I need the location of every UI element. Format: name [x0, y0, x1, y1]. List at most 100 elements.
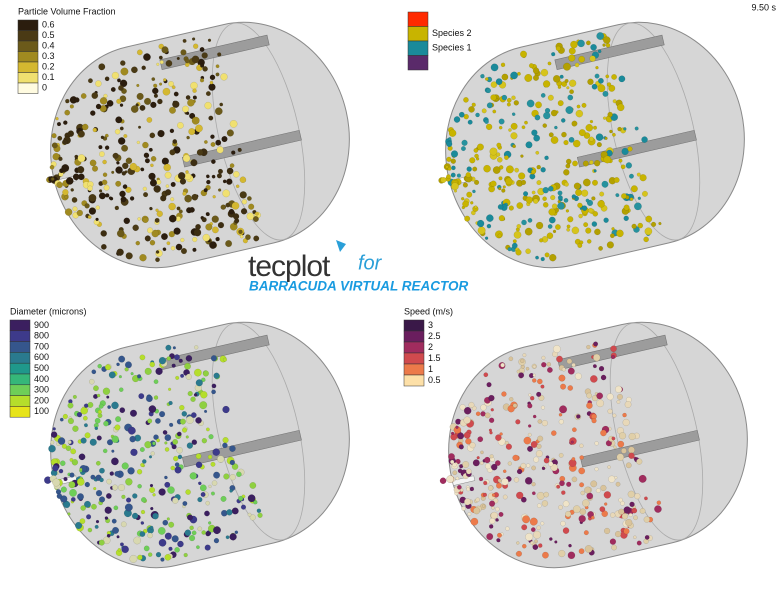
particle [478, 476, 484, 482]
particle [69, 131, 73, 135]
particle [153, 379, 159, 385]
particle [586, 402, 593, 409]
particle [633, 515, 638, 521]
legend-label: 100 [34, 406, 49, 416]
particle [166, 356, 171, 361]
particle [609, 538, 617, 545]
particle [96, 393, 101, 398]
particle [95, 519, 100, 524]
particle [622, 412, 627, 418]
particle [170, 465, 176, 471]
particle [492, 166, 501, 174]
particle [584, 486, 592, 494]
particle [568, 543, 572, 548]
particle [556, 484, 561, 489]
particle [240, 208, 248, 215]
particle [168, 387, 172, 391]
particle [607, 408, 613, 414]
particle [542, 551, 549, 559]
particle [475, 112, 480, 118]
particle [501, 94, 508, 101]
particle [69, 104, 74, 109]
particle [543, 491, 549, 498]
particle [102, 159, 107, 165]
particle [651, 221, 657, 227]
particle [225, 202, 231, 208]
particle [159, 411, 166, 418]
particle [446, 475, 454, 483]
particle [618, 497, 623, 503]
particle [231, 201, 240, 210]
particle [580, 490, 585, 496]
particle [104, 133, 109, 138]
particle [557, 85, 562, 89]
particle [95, 217, 99, 222]
particle [56, 122, 62, 127]
particle [72, 425, 79, 432]
particle [579, 508, 587, 515]
particle [464, 498, 471, 506]
particle [232, 213, 240, 220]
particle [144, 235, 151, 242]
particle [606, 82, 612, 87]
particle [148, 552, 153, 557]
particle [222, 437, 229, 444]
particle [90, 474, 96, 480]
particle [95, 460, 101, 466]
particle [84, 481, 90, 488]
particle [455, 476, 460, 481]
particle [643, 236, 649, 243]
particle [497, 204, 504, 210]
particle [77, 493, 84, 501]
particle [589, 160, 594, 165]
particle [596, 32, 605, 40]
particle [248, 203, 255, 210]
particle [535, 101, 542, 109]
particle [195, 461, 203, 469]
particle [581, 205, 588, 211]
particle [639, 508, 646, 514]
particle [130, 448, 138, 456]
particle [229, 533, 237, 541]
particle [185, 435, 189, 439]
particle [637, 222, 644, 229]
particle [576, 104, 581, 109]
particle [508, 205, 514, 211]
particle [625, 162, 633, 169]
particle [166, 241, 171, 246]
particle [140, 509, 146, 515]
particle [97, 409, 102, 415]
particle [99, 467, 105, 474]
particle [102, 387, 111, 395]
particle [172, 139, 178, 144]
particle [572, 505, 581, 514]
particle [541, 355, 546, 360]
particle [537, 435, 544, 442]
particle [211, 159, 216, 164]
particle [167, 486, 175, 494]
particle [541, 420, 548, 427]
particle [164, 171, 172, 179]
particle [164, 554, 172, 561]
particle [602, 90, 609, 97]
particle [498, 176, 503, 181]
particle [148, 147, 153, 152]
particle [579, 443, 584, 448]
particle [229, 489, 233, 493]
particle [578, 129, 586, 137]
particle [65, 98, 70, 104]
particle [450, 158, 456, 164]
particle [199, 401, 208, 410]
particle [543, 457, 550, 464]
particle [565, 511, 572, 518]
particle [229, 163, 235, 168]
particle [498, 215, 505, 222]
particle [475, 497, 480, 503]
particle [136, 469, 143, 475]
particle [452, 470, 458, 476]
particle [176, 56, 180, 61]
particle [618, 508, 625, 515]
particle [95, 205, 100, 210]
particle [146, 117, 153, 123]
particle [155, 257, 160, 263]
